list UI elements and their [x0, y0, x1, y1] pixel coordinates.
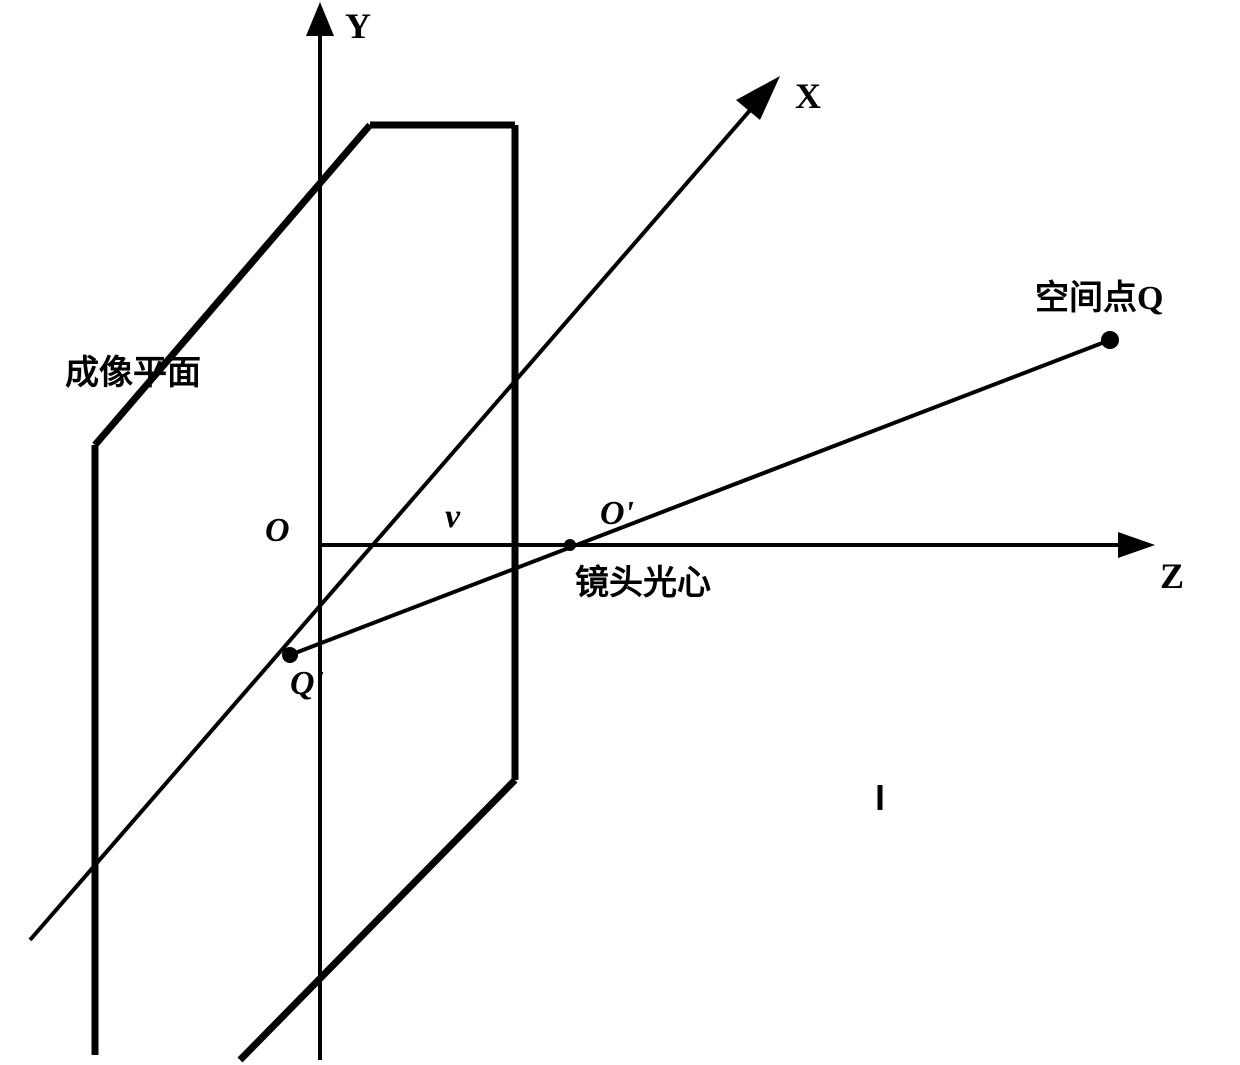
x-axis-label: X: [795, 75, 821, 117]
space-point-label: 空间点Q: [1035, 270, 1163, 319]
image-plane-left-upper: [95, 125, 370, 445]
origin-o-label: O: [265, 512, 290, 550]
v-label: v: [445, 498, 460, 536]
z-axis-arrow: [1118, 532, 1155, 558]
image-point-q-prime: [282, 647, 298, 663]
y-axis-arrow: [306, 2, 334, 36]
image-plane-bottom-slant: [240, 780, 515, 1060]
z-axis-label: Z: [1160, 555, 1184, 597]
optical-center-point: [564, 539, 576, 551]
x-axis-arrow: [736, 76, 780, 120]
y-axis-label: Y: [345, 5, 371, 47]
q-prime-label: Q': [290, 665, 324, 703]
space-point-q: [1101, 331, 1119, 349]
space-point-label-text: 空间点Q: [1035, 280, 1163, 317]
o-prime-label: O': [600, 495, 634, 533]
image-plane-label: 成像平面: [65, 345, 201, 394]
optical-center-label: 镜头光心: [575, 555, 711, 604]
